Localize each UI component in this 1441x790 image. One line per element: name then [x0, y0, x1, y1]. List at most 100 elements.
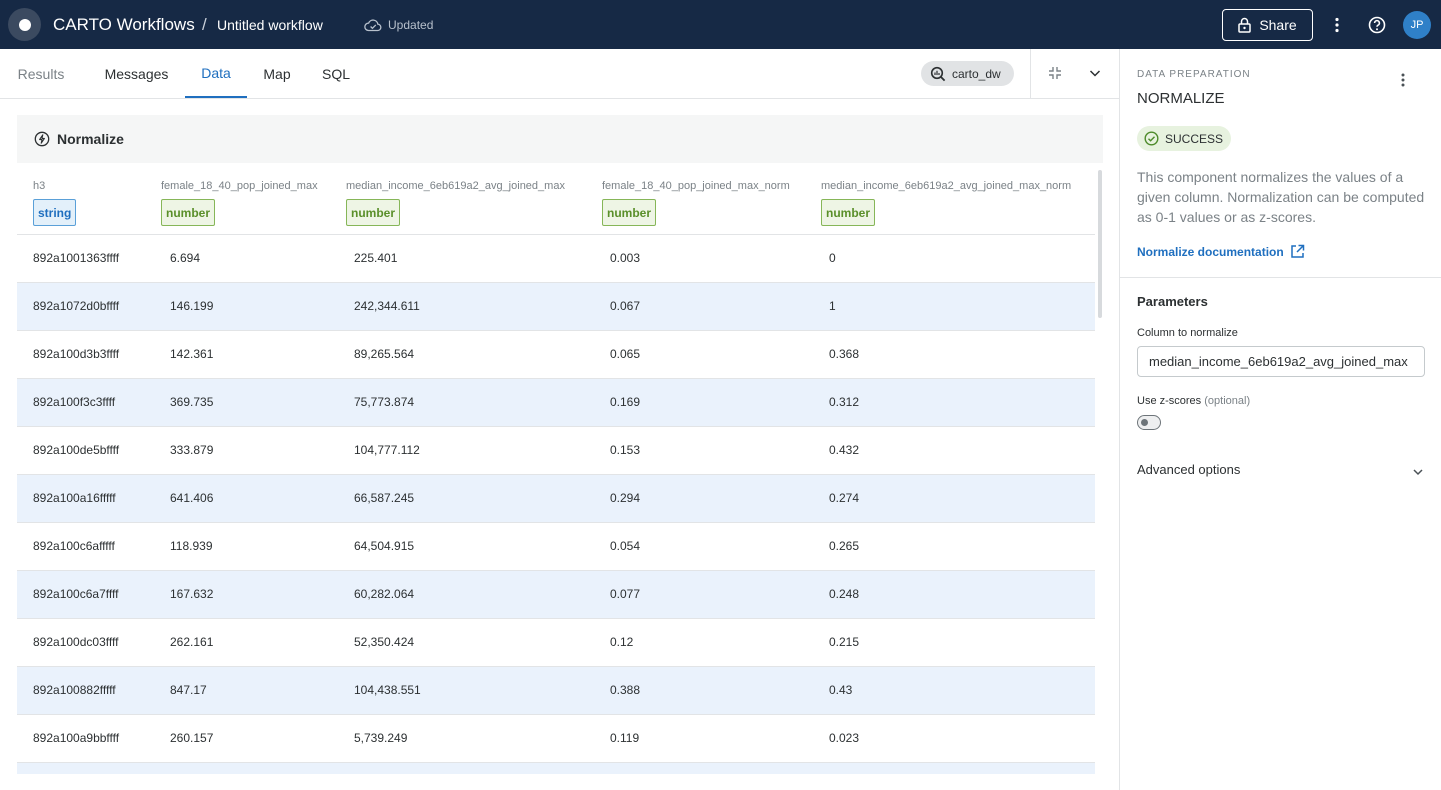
- lock-icon: [1238, 17, 1252, 33]
- table-scrollbar[interactable]: [1098, 170, 1102, 318]
- table-cell: 0.368: [829, 347, 860, 361]
- chevron-down-icon[interactable]: [1087, 65, 1103, 86]
- node-name: Normalize: [57, 131, 124, 147]
- save-status: Updated: [364, 18, 433, 32]
- column-type-badge: number: [346, 199, 401, 226]
- table-row[interactable]: 892a100882fffff 847.17 104,438.551 0.388 0.4…: [17, 667, 1095, 715]
- documentation-link[interactable]: Normalize documentation: [1137, 244, 1305, 259]
- table-cell: 118.939: [170, 539, 213, 553]
- column-to-normalize-select[interactable]: median_income_6eb619a2_avg_joined_max: [1137, 346, 1425, 377]
- table-cell: 892a100d3b3ffff: [33, 347, 120, 361]
- table-cell: 0.43: [829, 683, 853, 697]
- table-cell: 242,344.611: [354, 299, 420, 313]
- table-cell: 0.12: [610, 635, 634, 649]
- table-cell: 0.119: [610, 731, 640, 745]
- table-row[interactable]: 892a100a9bbffff 260.157 5,739.249 0.119 0.02…: [17, 715, 1095, 763]
- zscores-label: Use z-scores (optional): [1137, 395, 1250, 407]
- share-button[interactable]: Share: [1222, 9, 1313, 41]
- table-cell: 0.312: [829, 395, 860, 409]
- chevron-down-icon[interactable]: [1412, 465, 1424, 483]
- toolbar-divider: [1030, 49, 1031, 98]
- table-cell: 0.294: [610, 491, 641, 505]
- table-cell: 225.401: [354, 251, 398, 265]
- table-row[interactable]: 892a1072d0bffff 146.199 242,344.611 0.067 1: [17, 283, 1095, 331]
- tab-map[interactable]: Map: [263, 65, 291, 82]
- table-cell: 0.388: [610, 683, 641, 697]
- panel-divider: [1120, 277, 1441, 278]
- column-type-badge: number: [161, 199, 216, 226]
- workflow-name[interactable]: Untitled workflow: [217, 17, 323, 33]
- table-cell: 1: [829, 299, 836, 313]
- column-type-badge: string: [33, 199, 77, 226]
- table-row[interactable]: 892a100a16fffff 641.406 66,587.245 0.294 0.2…: [17, 475, 1095, 523]
- panel-category: DATA PREPARATION: [1137, 69, 1251, 80]
- collapse-icon[interactable]: [1047, 65, 1063, 86]
- table-row[interactable]: 892a100dc03ffff 262.161 52,350.424 0.12 0.21…: [17, 619, 1095, 667]
- table-cell: 0.248: [829, 587, 860, 601]
- node-header: Normalize: [17, 115, 1103, 163]
- table-row[interactable]: 892a100de5bffff 333.879 104,777.112 0.153 0.…: [17, 427, 1095, 475]
- save-status-label: Updated: [388, 18, 434, 32]
- table-cell: 892a100de5bffff: [33, 443, 120, 457]
- table-cell: 89,265.564: [354, 347, 415, 361]
- search-database-icon: [930, 66, 946, 81]
- column-header-h3: h3: [33, 180, 46, 192]
- status-badge-label: SUCCESS: [1165, 131, 1224, 146]
- table-cell: 5,739.249: [354, 731, 408, 745]
- data-table: h3 string female_18_40_pop_joined_max nu…: [17, 163, 1095, 774]
- carto-logo[interactable]: [8, 8, 41, 41]
- connection-name: carto_dw: [952, 66, 1001, 81]
- table-cell: 892a100c6a7ffff: [33, 587, 119, 601]
- check-circle-icon: [1144, 131, 1159, 146]
- tab-sql[interactable]: SQL: [322, 65, 351, 82]
- advanced-options-toggle[interactable]: Advanced options: [1137, 462, 1241, 477]
- column-type-badge: number: [602, 199, 657, 226]
- table-row[interactable]: 892a100d3b3ffff 142.361 89,265.564 0.065 0.3…: [17, 331, 1095, 379]
- zscores-toggle[interactable]: [1137, 415, 1161, 430]
- table-cell: 104,777.112: [354, 443, 420, 457]
- more-options-icon[interactable]: [1327, 14, 1347, 36]
- table-cell: 892a1001363ffff: [33, 251, 120, 265]
- table-cell: 369.735: [170, 395, 214, 409]
- help-icon[interactable]: [1367, 15, 1387, 40]
- breadcrumb-separator: /: [202, 15, 207, 34]
- table-row[interactable]: 892a100f3c3ffff 369.735 75,773.874 0.169 0.3…: [17, 379, 1095, 427]
- external-link-icon: [1290, 244, 1304, 258]
- table-cell: 142.361: [170, 347, 214, 361]
- table-cell: 847.17: [170, 683, 207, 697]
- results-tabs: Results Messages Data Map SQL carto_dw: [0, 49, 1119, 99]
- table-cell: 0.432: [829, 443, 860, 457]
- table-cell: 0.215: [829, 635, 860, 649]
- table-cell: 333.879: [170, 443, 214, 457]
- zscores-label-text: Use z-scores: [1137, 395, 1202, 407]
- documentation-link-label: Normalize documentation: [1137, 244, 1284, 259]
- panel-menu-icon[interactable]: [1401, 73, 1405, 92]
- tab-results[interactable]: Results: [17, 65, 65, 82]
- column-header-median-income: median_income_6eb619a2_avg_joined_max: [346, 180, 565, 192]
- tab-messages[interactable]: Messages: [104, 65, 169, 82]
- tab-data[interactable]: Data: [185, 49, 247, 98]
- table-cell: 892a100a9bbffff: [33, 731, 120, 745]
- table-row[interactable]: 892a100c6a7ffff 167.632 60,282.064 0.077 0.2…: [17, 571, 1095, 619]
- status-badge: SUCCESS: [1137, 126, 1231, 151]
- user-avatar[interactable]: JP: [1403, 11, 1431, 39]
- table-row[interactable]: 892a1001363ffff 6.694 225.401 0.003 0: [17, 235, 1095, 283]
- table-cell: 0.067: [610, 299, 641, 313]
- table-cell: 0.265: [829, 539, 860, 553]
- parameters-heading: Parameters: [1137, 294, 1208, 309]
- column-to-normalize-value: median_income_6eb619a2_avg_joined_max: [1149, 354, 1408, 369]
- table-cell: 260.157: [170, 731, 214, 745]
- table-cell: 0.054: [610, 539, 641, 553]
- share-button-label: Share: [1259, 17, 1297, 33]
- table-cell: 66,587.245: [354, 491, 415, 505]
- component-description: This component normalizes the values of …: [1137, 169, 1425, 225]
- table-cell: 892a100f3c3ffff: [33, 395, 116, 409]
- table-cell: 0.153: [610, 443, 641, 457]
- table-row[interactable]: 892a100c6afffff 118.939 64,504.915 0.054 0.2…: [17, 523, 1095, 571]
- table-cell: 146.199: [170, 299, 214, 313]
- connection-chip[interactable]: carto_dw: [921, 61, 1014, 86]
- table-cell: 0.023: [829, 731, 860, 745]
- cloud-check-icon: [364, 19, 382, 32]
- panel-title: NORMALIZE: [1137, 90, 1225, 107]
- table-cell: 892a100882fffff: [33, 683, 116, 697]
